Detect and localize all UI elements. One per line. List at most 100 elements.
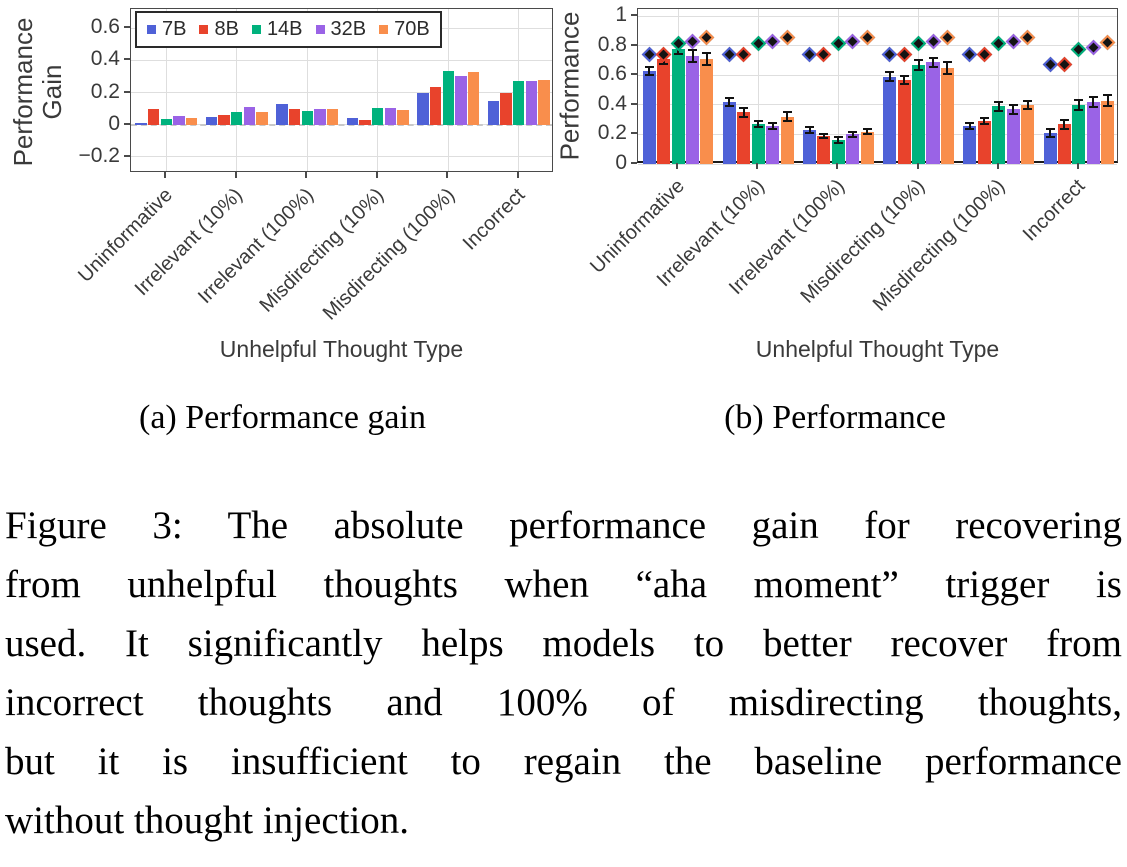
error-bar-cap — [782, 111, 792, 114]
error-bar-cap — [1023, 99, 1033, 102]
baseline-diamond-14B — [910, 35, 927, 52]
error-bar-cap — [979, 117, 989, 120]
baseline-diamond-32B — [845, 33, 861, 50]
y-tick-label: 0.8 — [597, 32, 627, 56]
baseline-diamond-7B — [962, 46, 978, 63]
error-bar-cap — [1088, 106, 1098, 109]
baseline-diamond-70B — [1099, 35, 1116, 51]
baseline-diamond-14B — [990, 35, 1007, 52]
error-bar — [1063, 119, 1066, 129]
legend-item-14B: 14B — [251, 18, 303, 41]
bar-7B — [803, 130, 817, 164]
caption-line: incorrect thoughts and 100% of misdirect… — [5, 681, 1122, 724]
x-tick-label: Misdirecting (10%) — [255, 184, 389, 317]
baseline-diamond-8B — [816, 46, 832, 63]
bar-70B — [700, 59, 714, 164]
error-bar-cap — [833, 136, 843, 139]
legend-swatch-14B — [251, 25, 261, 34]
error-bar-cap — [1088, 95, 1098, 98]
legend-label: 7B — [162, 18, 187, 40]
error-bar-cap — [819, 132, 829, 135]
error-bar-cap — [702, 64, 712, 67]
error-bar-cap — [928, 56, 938, 59]
legend-swatch-70B — [379, 25, 389, 34]
figure-caption: Figure 3: The absolute performance gain … — [5, 496, 1122, 850]
error-bar-cap — [1045, 128, 1055, 131]
baseline-diamond-7B — [641, 46, 657, 63]
bar-14B — [751, 124, 765, 164]
error-bar — [822, 133, 825, 139]
gridline-horizontal — [131, 59, 552, 61]
x-tick-mark — [305, 172, 308, 178]
x-tick-mark — [756, 163, 759, 169]
error-bar-cap — [724, 105, 734, 108]
bar-7B — [346, 118, 358, 125]
error-bar-cap — [753, 126, 763, 129]
x-tick-mark — [375, 172, 378, 178]
gridline-vertical — [757, 9, 759, 161]
x-tick-mark — [836, 163, 839, 169]
bar-70B — [185, 118, 198, 125]
error-bar-cap — [885, 80, 895, 83]
error-bar — [728, 97, 731, 107]
y-axis-label-line: Performance — [8, 17, 38, 167]
baseline-diamond-32B — [925, 33, 941, 50]
baseline-diamond-14B — [830, 35, 847, 52]
error-bar-cap — [644, 65, 654, 68]
y-tick-label: 0.4 — [90, 47, 120, 71]
bar-8B — [1057, 124, 1071, 164]
x-axis-title-a: Unhelpful Thought Type — [219, 336, 464, 362]
bar-8B — [359, 119, 371, 125]
bar-8B — [657, 59, 671, 164]
error-bar — [968, 122, 971, 129]
error-bar — [888, 72, 891, 82]
caption-line: without thought injection. — [5, 799, 410, 842]
bar-8B — [218, 115, 230, 125]
bar-70B — [538, 79, 550, 125]
y-tick-mark — [631, 102, 637, 105]
legend-item-70B: 70B — [379, 18, 430, 41]
bar-70B — [780, 116, 794, 164]
error-bar-cap — [899, 75, 909, 78]
gridline-horizontal — [638, 45, 1117, 47]
error-bar-cap — [862, 127, 872, 130]
bar-32B — [685, 56, 699, 164]
y-tick-label: 0 — [108, 111, 120, 135]
error-bar-cap — [899, 82, 909, 85]
bar-70B — [860, 131, 874, 164]
bar-70B — [1101, 100, 1115, 164]
bar-70B — [467, 71, 480, 125]
bar-7B — [417, 92, 429, 125]
y-tick-mark — [631, 132, 637, 135]
error-bar-cap — [805, 132, 815, 134]
bar-7B — [642, 71, 656, 164]
error-bar — [786, 112, 789, 122]
error-bar — [1106, 95, 1109, 106]
plot-area-performance — [637, 8, 1118, 165]
error-bar-cap — [965, 121, 975, 124]
bar-32B — [384, 107, 397, 125]
error-bar-cap — [942, 61, 952, 64]
error-bar-cap — [1023, 108, 1033, 111]
gridline-horizontal — [638, 133, 1117, 135]
error-bar-cap — [688, 61, 697, 64]
y-tick-label: −0.2 — [78, 143, 120, 167]
error-bar-cap — [965, 127, 975, 130]
error-bar-cap — [914, 58, 924, 61]
x-tick-mark — [1076, 163, 1079, 169]
error-bar-cap — [659, 62, 669, 65]
bar-7B — [135, 122, 147, 125]
y-tick-label: 0 — [615, 151, 627, 174]
y-tick-label: 1 — [615, 3, 627, 27]
x-tick-label: Incorrect — [458, 184, 530, 255]
error-bar — [1049, 129, 1052, 137]
bar-70B — [940, 68, 954, 164]
bar-32B — [926, 62, 940, 164]
error-bar-cap — [885, 71, 895, 74]
bar-32B — [1086, 102, 1100, 164]
bar-14B — [301, 111, 313, 125]
error-bar-cap — [1008, 112, 1018, 115]
plot-area-performance-gain: 7B 8B 14B 32B 70B — [130, 8, 553, 172]
subcaption-b: (b) Performance — [724, 399, 946, 436]
error-bar — [771, 122, 774, 129]
